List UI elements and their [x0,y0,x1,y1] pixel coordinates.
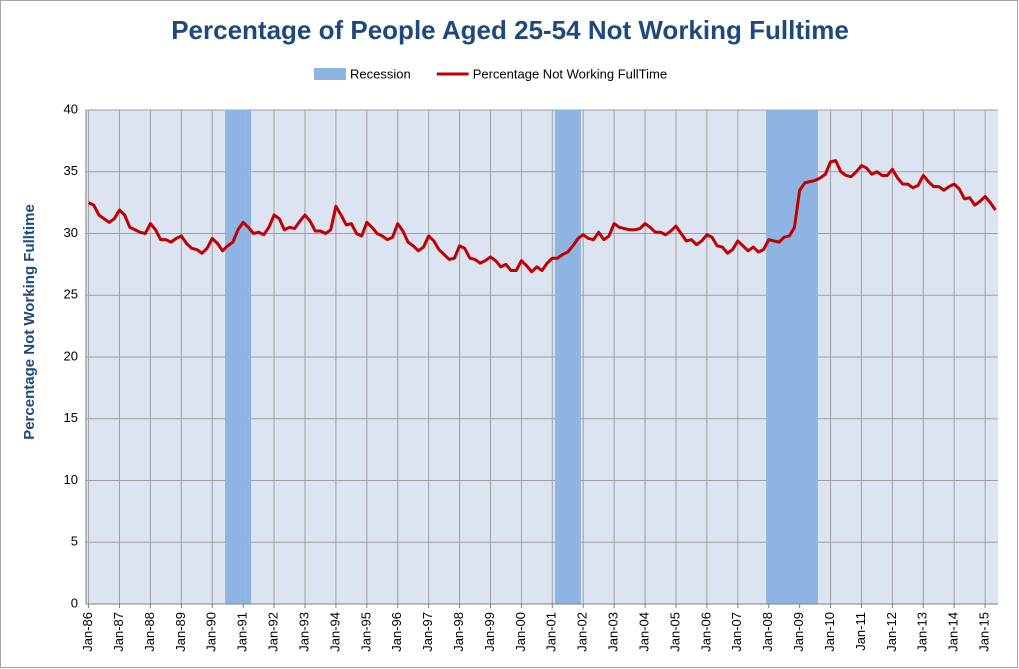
x-tick-label: Jan-09 [791,612,806,652]
x-tick-label: Jan-14 [946,612,961,652]
x-tick-label: Jan-01 [544,612,559,652]
x-tick-label: Jan-12 [884,612,899,652]
recession-bar [791,110,798,604]
y-tick-label: 30 [64,225,78,240]
y-tick-label: 5 [71,534,78,549]
x-tick-label: Jan-13 [915,612,930,652]
data-line [87,159,997,274]
recession-bar [560,110,566,604]
recession-bar [807,110,813,604]
y-tick-label: 10 [64,472,78,487]
x-tick-label: Jan-04 [636,612,651,652]
recession-bar [565,110,571,604]
x-tick-label: Jan-95 [358,612,373,652]
recession-bar [766,110,772,604]
recession-bar [812,110,818,604]
x-tick-label: Jan-05 [667,612,682,652]
x-tick-label: Jan-92 [266,612,281,652]
recession-bar [570,110,576,604]
recession-bar [230,110,236,604]
recession-bar [781,110,787,604]
recession-bar [786,110,793,604]
x-tick-label: Jan-03 [606,612,621,652]
recession-bar [575,110,581,604]
legend: Recession Percentage Not Working FullTime [314,66,667,81]
x-tick-label: Jan-98 [451,612,466,652]
x-tick-label: Jan-08 [760,612,775,652]
recession-bar [554,110,561,604]
x-tick-label: Jan-94 [327,612,342,652]
recession-bar [802,110,808,604]
x-tick-label: Jan-89 [173,612,188,652]
y-axis-title: Percentage Not Working Fulltime [21,204,38,440]
recession-bar [771,110,777,604]
x-tick-label: Jan-86 [80,612,95,652]
y-tick-label: 15 [64,410,78,425]
chart-title: Percentage of People Aged 25-54 Not Work… [171,15,849,45]
x-tick-label: Jan-11 [853,612,868,651]
x-tick-label: Jan-93 [296,612,311,652]
x-tick-label: Jan-15 [977,612,992,652]
legend-label: Percentage Not Working FullTime [473,66,667,81]
recession-bar [797,110,803,604]
x-tick-label: Jan-00 [513,612,528,652]
recession-bar [235,110,241,604]
y-tick-label: 25 [64,287,78,302]
recession-bar [225,110,231,604]
legend-swatch [314,68,346,80]
y-tick-label: 40 [64,101,78,116]
y-tick-label: 0 [71,595,78,610]
recession-bar [240,110,246,604]
y-tick-label: 35 [64,163,78,178]
x-tick-label: Jan-90 [204,612,219,652]
x-tick-label: Jan-88 [142,612,157,652]
y-tick-label: 20 [64,348,78,363]
x-tick-label: Jan-99 [482,612,497,652]
legend-label: Recession [350,66,411,81]
x-tick-label: Jan-02 [575,612,590,652]
x-tick-label: Jan-96 [389,612,404,652]
recession-bar [245,110,252,604]
x-tick-label: Jan-87 [111,612,126,652]
x-tick-label: Jan-06 [698,612,713,652]
recession-bar [776,110,782,604]
x-tick-label: Jan-10 [822,612,837,652]
x-tick-label: Jan-97 [420,612,435,652]
x-tick-label: Jan-07 [729,612,744,652]
x-tick-label: Jan-91 [235,612,250,652]
